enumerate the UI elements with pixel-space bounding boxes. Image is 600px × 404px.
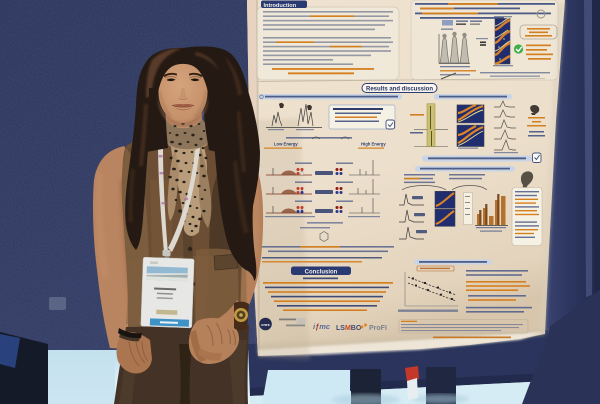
svg-text:cnrs: cnrs [261, 322, 270, 327]
svg-text:Introduction: Introduction [264, 3, 297, 9]
svg-text:Results and discussion: Results and discussion [366, 87, 433, 93]
svg-text:LSMBO: LSMBO [336, 325, 362, 332]
svg-text:High Energy: High Energy [361, 142, 386, 147]
svg-text:Conclusion: Conclusion [305, 270, 338, 276]
svg-text:ProFI: ProFI [369, 325, 387, 332]
svg-text:iƒmc: iƒmc [313, 322, 331, 331]
svg-text:Low Energy: Low Energy [274, 142, 298, 147]
